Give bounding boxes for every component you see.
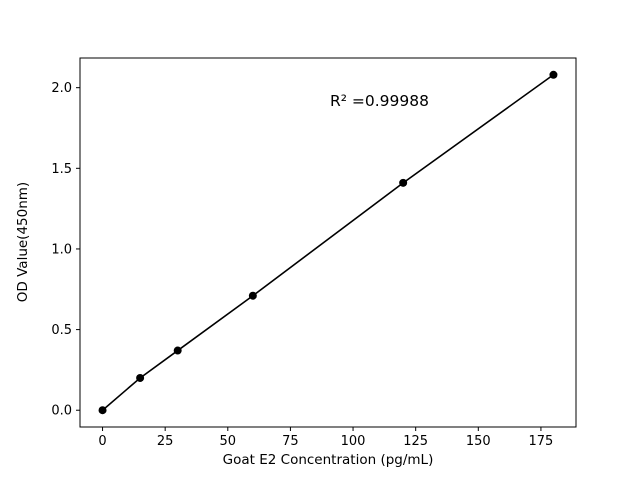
x-tick-label: 75 [282,434,299,449]
y-axis-label: OD Value(450nm) [15,182,31,302]
y-tick-label: 0.5 [51,323,72,338]
y-tick-label: 1.0 [51,242,72,257]
y-tick-label: 2.0 [51,81,72,96]
data-point [136,373,145,382]
x-tick-label: 175 [529,434,554,449]
data-point [248,291,257,300]
x-tick-label: 150 [466,434,491,449]
plot-area: 0 25 50 75 100 125 150 175 0.0 0.5 1.0 1.5 2.0 [51,57,577,449]
plot-frame [79,57,577,428]
standard-curve-line [102,74,554,411]
x-tick-label: 25 [157,434,174,449]
data-point [98,406,107,415]
data-point [173,346,182,355]
y-tick-label: 0.0 [51,404,72,419]
x-tick-label: 125 [403,434,428,449]
x-tick-label: 0 [98,434,106,449]
r-squared-annotation: R² =0.99988 [330,92,429,110]
x-tick-label: 50 [220,434,237,449]
x-axis-label: Goat E2 Concentration (pg/mL) [223,452,434,468]
data-point [399,178,408,187]
y-tick-label: 1.5 [51,162,72,177]
data-point [549,70,558,79]
x-tick-label: 100 [341,434,366,449]
